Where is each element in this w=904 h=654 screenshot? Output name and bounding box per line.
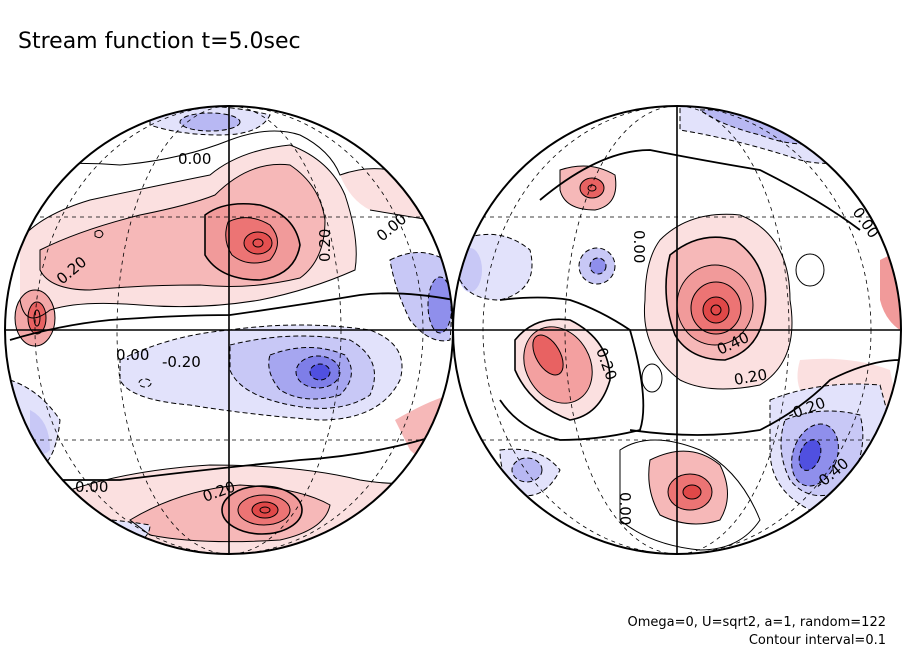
contour-label: 0.00 (116, 346, 149, 364)
parameters-note: Omega=0, U=sqrt2, a=1, random=122 (628, 615, 886, 630)
left-axes (5, 106, 453, 554)
contour-label: 0.20 (733, 365, 769, 389)
right-contours (499, 149, 901, 551)
left-negative-fills (10, 106, 452, 550)
contour-label: 0.00 (75, 478, 108, 496)
left-hemisphere: 0.00 0.20 0.20 0.00 0.00 -0.20 0.00 0.20 (4, 105, 454, 555)
contour-label: 0.20 (316, 229, 334, 262)
right-axes (453, 106, 901, 554)
figure-title: Stream function t=5.0sec (18, 29, 301, 54)
contour-label: 0.00 (630, 230, 648, 263)
right-negative-fills (458, 106, 900, 512)
contour-label: -0.20 (162, 353, 201, 371)
contour-label: 0.00 (178, 150, 211, 168)
right-hemisphere: 0.00 0.00 0.40 0.20 0.20 -0.20 -0.40 0.0… (452, 105, 902, 555)
contour-label: 0.00 (616, 492, 634, 525)
contour-interval-note: Contour interval=0.1 (749, 633, 886, 648)
